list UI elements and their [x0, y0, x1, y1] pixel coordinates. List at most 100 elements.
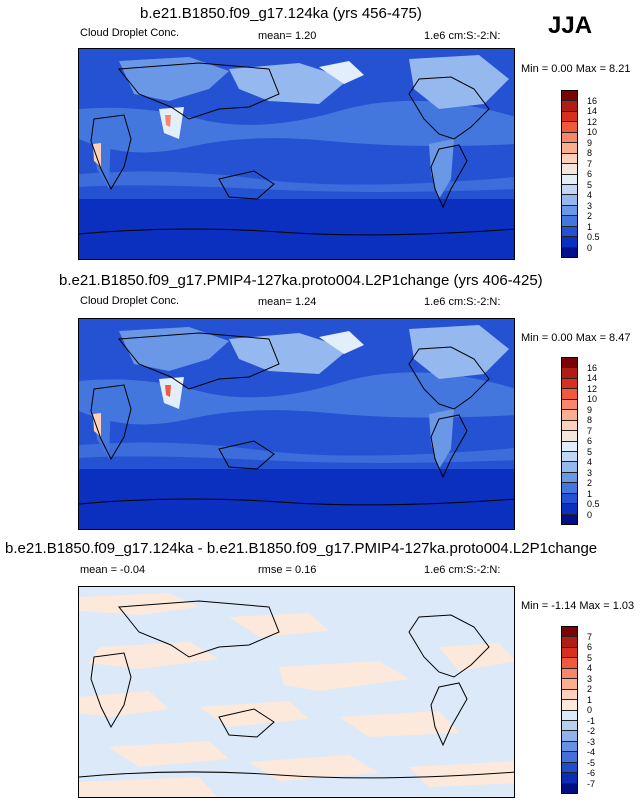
- panel-1-colorbar-bin: [562, 132, 577, 144]
- colorbar-tick-label: -7: [587, 778, 596, 789]
- panel-3-title: b.e21.B1850.f09_g17.124ka - b.e21.B1850.…: [5, 540, 598, 557]
- colorbar-tick-label: 3: [587, 673, 593, 684]
- panel-3-colorbar-bin: [562, 710, 577, 721]
- panel-2-colorbar-bin: [562, 483, 577, 494]
- colorbar-tick-label: 7: [587, 425, 593, 436]
- panel-3-map: [78, 586, 515, 798]
- panel-2-colorbar-bin: [562, 472, 577, 484]
- panel-2-colorbar-bin: [562, 431, 577, 442]
- panel-3-rmse: rmse = 0.16: [258, 564, 317, 576]
- colorbar-tick-label: 0: [587, 509, 593, 520]
- panel-2-colorbar-bin: [562, 399, 577, 411]
- colorbar-tick-label: 12: [587, 383, 598, 394]
- panel-1-mean: mean= 1.20: [258, 30, 317, 42]
- colorbar-tick-label: 9: [587, 137, 593, 148]
- colorbar-tick-label: 4: [587, 457, 593, 467]
- panel-3-colorbar-bin: [562, 658, 577, 669]
- colorbar-tick-label: 5: [587, 652, 593, 663]
- colorbar-tick-label: -5: [587, 757, 596, 768]
- panel-2-colorbar-bin: [562, 420, 577, 432]
- colorbar-tick-label: 10: [587, 127, 598, 137]
- colorbar-tick-label: 6: [587, 169, 593, 179]
- colorbar-tick-label: 4: [587, 663, 593, 673]
- panel-1-colorbar-bin: [562, 184, 577, 196]
- panel-3-colorbar-bin: [562, 679, 577, 690]
- panel-1-colorbar-bin: [562, 153, 577, 165]
- panel-2-colorbar-bin: [562, 493, 577, 505]
- colorbar-tick-label: 8: [587, 148, 593, 158]
- colorbar-tick-label: 7: [587, 158, 593, 169]
- panel-2-map-svg: [79, 319, 514, 529]
- panel-1-minmax: Min = 0.00 Max = 8.21: [521, 63, 631, 75]
- panel-3-colorbar-bin: [562, 627, 577, 638]
- panel-2-colorbar-bin: [562, 462, 577, 473]
- panel-1-colorbar-bin: [562, 216, 577, 227]
- panel-1-title: b.e21.B1850.f09_g17.124ka (yrs 456-475): [140, 5, 422, 22]
- colorbar-tick-label: 10: [587, 394, 598, 404]
- colorbar-tick-label: -4: [587, 747, 596, 757]
- panel-2-colorbar-bin: [562, 389, 577, 400]
- panel-1-colorbar-bin: [562, 237, 577, 248]
- panel-1-colorbar-bin: [562, 122, 577, 133]
- colorbar-tick-label: 3: [587, 200, 593, 211]
- colorbar-tick-label: 8: [587, 415, 593, 425]
- panel-1-field-label: Cloud Droplet Conc.: [80, 27, 180, 39]
- panel-2-colorbar-bin: [562, 358, 577, 369]
- colorbar-tick-label: 1: [587, 488, 593, 499]
- colorbar-tick-label: 0.5: [587, 499, 600, 509]
- colorbar-tick-label: 1: [587, 221, 593, 232]
- panel-2-mean: mean= 1.24: [258, 296, 317, 308]
- panel-3-colorbar-bin: [562, 762, 577, 774]
- panel-2-colorbar-bin: [562, 378, 577, 390]
- colorbar-tick-label: 2: [587, 478, 593, 488]
- colorbar-tick-label: 12: [587, 116, 598, 127]
- panel-3-colorbar-bin: [562, 783, 577, 793]
- panel-2-colorbar-bin: [562, 451, 577, 463]
- colorbar-tick-label: 6: [587, 642, 593, 652]
- panel-1-colorbar: [561, 90, 578, 258]
- panel-2-colorbar: [561, 357, 578, 525]
- panel-1-colorbar-bin: [562, 247, 577, 257]
- panel-2-units: 1.e6 cm:S:-2:N:: [424, 296, 501, 308]
- panel-2-colorbar-bin: [562, 368, 577, 379]
- panel-1-colorbar-bin: [562, 143, 577, 154]
- colorbar-tick-label: -3: [587, 736, 596, 747]
- colorbar-tick-label: 2: [587, 684, 593, 694]
- panel-3-colorbar-bin: [562, 773, 577, 784]
- panel-3-colorbar-bin: [562, 731, 577, 742]
- panel-3-colorbar: [561, 626, 578, 794]
- colorbar-tick-label: 4: [587, 190, 593, 200]
- panel-1-colorbar-bin: [562, 101, 577, 112]
- panel-3-colorbar-bin: [562, 637, 577, 648]
- panel-2-colorbar-bin: [562, 514, 577, 524]
- panel-1-colorbar-bin: [562, 164, 577, 175]
- colorbar-tick-label: 0.5: [587, 232, 600, 242]
- panel-3-map-svg: [79, 587, 514, 797]
- panel-3-colorbar-bin: [562, 700, 577, 711]
- colorbar-tick-label: 7: [587, 631, 593, 642]
- colorbar-tick-label: 5: [587, 446, 593, 457]
- colorbar-tick-label: 1: [587, 694, 593, 705]
- panel-3-colorbar-bin: [562, 741, 577, 753]
- panel-3-colorbar-bin: [562, 689, 577, 701]
- panel-3-mean: mean = -0.04: [80, 564, 146, 576]
- colorbar-tick-label: 0: [587, 705, 593, 715]
- panel-1-colorbar-bin: [562, 205, 577, 217]
- panel-3-colorbar-bin: [562, 647, 577, 659]
- panel-2-title: b.e21.B1850.f09_g17.PMIP4-127ka.proto004…: [59, 272, 543, 289]
- colorbar-tick-label: 6: [587, 436, 593, 446]
- panel-2-map: [78, 318, 515, 530]
- panel-3-colorbar-bin: [562, 668, 577, 680]
- panel-3-colorbar-bin: [562, 752, 577, 763]
- panel-1-colorbar-bin: [562, 174, 577, 185]
- panel-3-colorbar-bin: [562, 720, 577, 732]
- colorbar-tick-label: 2: [587, 211, 593, 221]
- panel-1-colorbar-bin: [562, 195, 577, 206]
- colorbar-tick-label: 3: [587, 467, 593, 478]
- colorbar-tick-label: 9: [587, 404, 593, 415]
- panel-1-map-svg: [79, 49, 514, 259]
- panel-3-minmax: Min = -1.14 Max = 1.03: [521, 600, 635, 612]
- colorbar-tick-label: -2: [587, 726, 596, 736]
- panel-2-colorbar-bin: [562, 504, 577, 515]
- colorbar-tick-label: -6: [587, 768, 596, 778]
